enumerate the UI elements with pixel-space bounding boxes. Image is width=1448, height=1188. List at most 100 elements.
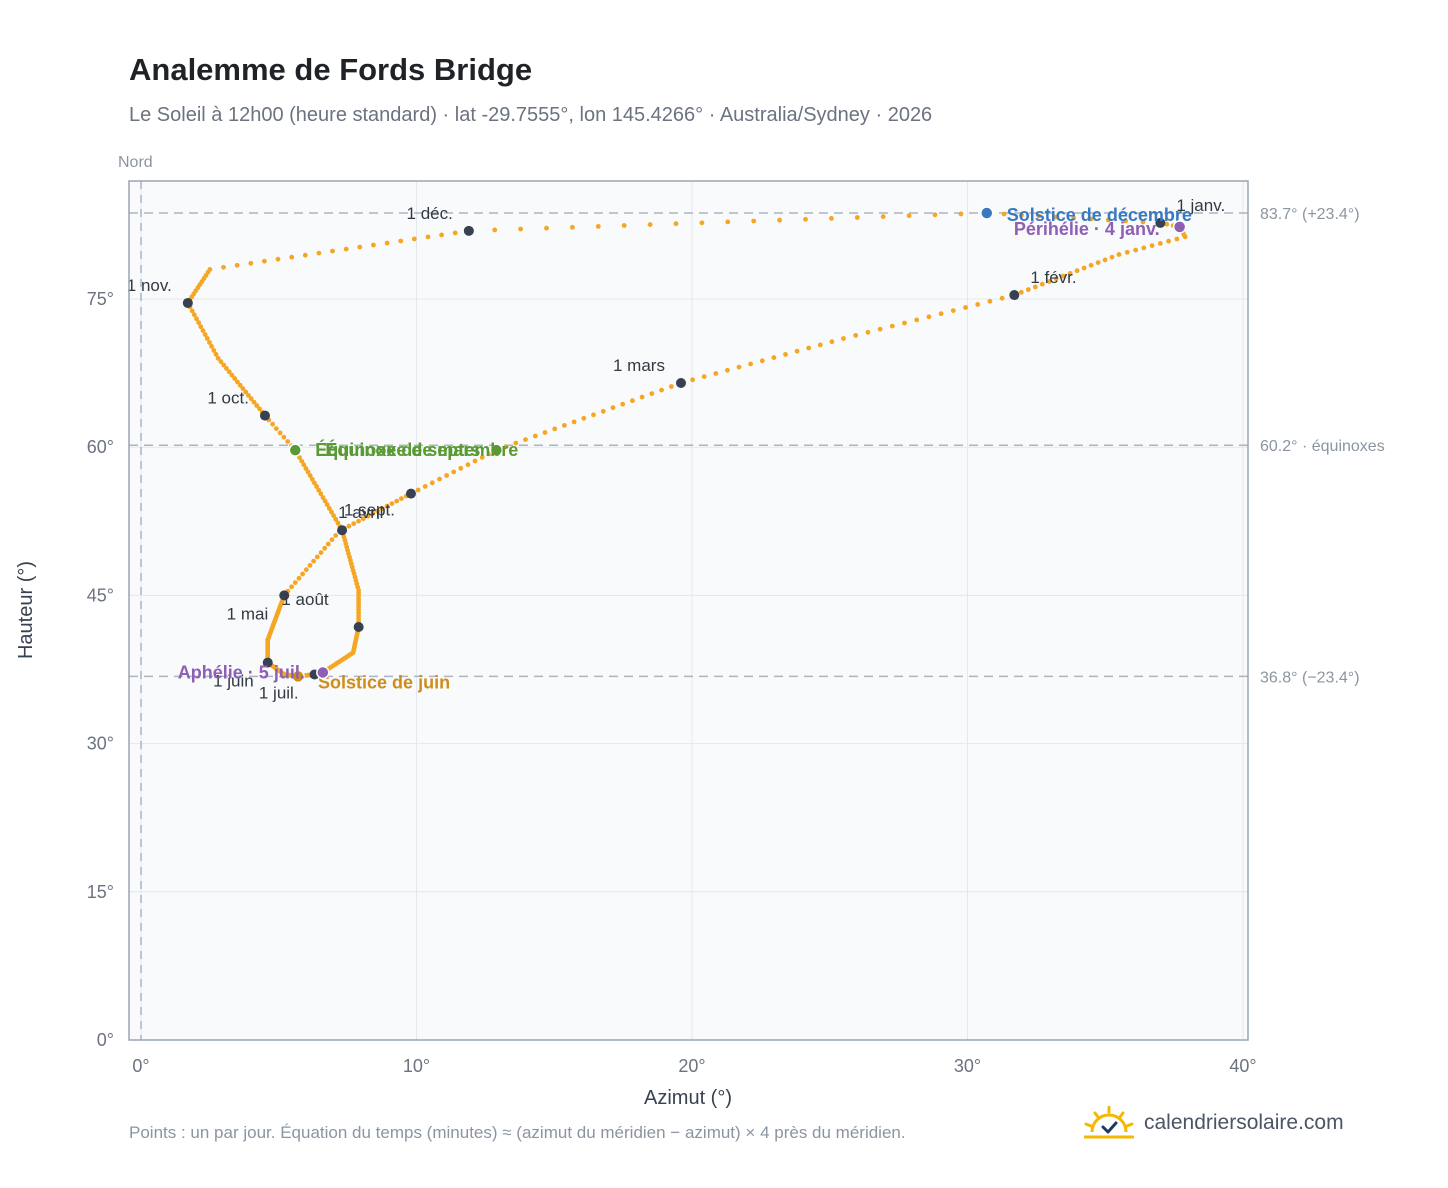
day-point xyxy=(853,333,859,338)
day-point xyxy=(958,211,964,217)
day-point xyxy=(234,262,240,268)
day-point xyxy=(415,487,421,493)
day-point xyxy=(451,469,457,475)
y-tick-label: 0° xyxy=(97,1030,114,1050)
day-point xyxy=(357,244,363,250)
day-point xyxy=(699,220,705,226)
day-point xyxy=(365,513,371,519)
day-point xyxy=(877,326,883,332)
reference-label: 83.7° (+23.4°) xyxy=(1260,206,1360,223)
day-point xyxy=(518,226,523,232)
day-point xyxy=(229,372,235,378)
day-point xyxy=(880,214,886,220)
day-point xyxy=(371,242,376,248)
day-point xyxy=(301,462,307,468)
day-point xyxy=(1025,287,1031,292)
day-point xyxy=(759,358,765,364)
day-point xyxy=(562,423,567,428)
day-point xyxy=(1164,221,1170,227)
month-label: 1 août xyxy=(281,590,329,609)
day-point xyxy=(771,355,777,360)
day-point xyxy=(803,216,808,222)
day-point xyxy=(356,518,361,524)
day-point xyxy=(285,439,291,444)
day-point xyxy=(335,520,341,526)
chart-title: Analemme de Fords Bridge xyxy=(129,52,533,87)
day-point xyxy=(322,545,328,551)
month-label: 1 avril xyxy=(338,503,383,522)
day-point xyxy=(211,348,217,353)
day-point xyxy=(307,563,313,568)
day-point xyxy=(444,473,449,478)
day-point xyxy=(552,426,558,432)
day-point xyxy=(314,554,320,560)
brand[interactable]: calendriersolaire.com xyxy=(1084,1103,1344,1143)
x-tick-label: 20° xyxy=(678,1056,705,1076)
day-point xyxy=(829,216,834,221)
day-point xyxy=(346,523,352,529)
day-point xyxy=(458,465,464,471)
day-point xyxy=(437,476,442,482)
day-point xyxy=(725,219,731,225)
day-point xyxy=(736,364,742,370)
day-point xyxy=(215,355,221,361)
day-point xyxy=(902,320,907,326)
day-point xyxy=(649,391,655,396)
day-point xyxy=(189,308,195,314)
day-point xyxy=(254,403,260,408)
day-point xyxy=(281,434,287,440)
day-point xyxy=(659,387,664,393)
axis-ticks: 0° 10° 20° 30° 40° 0° 15° 30° 45° 60° 75° xyxy=(87,289,1257,1076)
day-point xyxy=(1141,245,1147,251)
day-point xyxy=(620,401,626,407)
day-point xyxy=(513,440,519,446)
day-point xyxy=(394,498,400,504)
day-point xyxy=(532,433,538,439)
day-point xyxy=(1095,260,1101,265)
day-point xyxy=(1109,254,1115,260)
y-tick-label: 75° xyxy=(87,289,114,309)
day-point xyxy=(975,302,981,307)
day-point xyxy=(330,248,335,254)
day-point xyxy=(1053,214,1059,220)
day-point xyxy=(329,537,335,543)
day-point xyxy=(299,458,305,464)
day-point xyxy=(751,218,757,224)
day-point xyxy=(289,254,295,260)
day-point xyxy=(595,224,601,229)
day-point xyxy=(806,345,812,351)
day-point xyxy=(794,348,800,354)
day-point xyxy=(209,344,215,349)
day-point xyxy=(399,496,404,501)
day-point xyxy=(333,533,339,538)
day-point xyxy=(200,328,206,333)
day-point xyxy=(570,224,575,230)
day-point xyxy=(906,213,912,219)
day-point xyxy=(1081,265,1087,271)
day-point xyxy=(673,221,679,227)
x-tick-label: 10° xyxy=(403,1056,430,1076)
month-label: 1 juil. xyxy=(259,683,299,702)
day-point xyxy=(292,580,298,585)
y-tick-label: 60° xyxy=(87,437,114,457)
day-point xyxy=(389,501,395,506)
day-point xyxy=(202,332,208,337)
day-point xyxy=(370,511,376,517)
month-label: 1 févr. xyxy=(1030,268,1076,287)
day-point xyxy=(262,258,267,264)
day-point xyxy=(544,225,549,231)
day-point xyxy=(221,362,227,368)
day-point xyxy=(439,232,444,238)
day-point xyxy=(303,466,309,471)
event-label: Solstice de décembre xyxy=(1007,205,1192,225)
day-point xyxy=(296,575,302,581)
y-tick-label: 30° xyxy=(87,734,114,754)
month-marker xyxy=(1009,290,1020,301)
day-point xyxy=(275,256,281,262)
day-point xyxy=(713,371,719,376)
day-point xyxy=(235,379,240,385)
chart-subtitle: Le Soleil à 12h00 (heure standard) · lat… xyxy=(129,104,933,126)
day-point xyxy=(610,405,616,411)
day-point xyxy=(963,305,968,310)
